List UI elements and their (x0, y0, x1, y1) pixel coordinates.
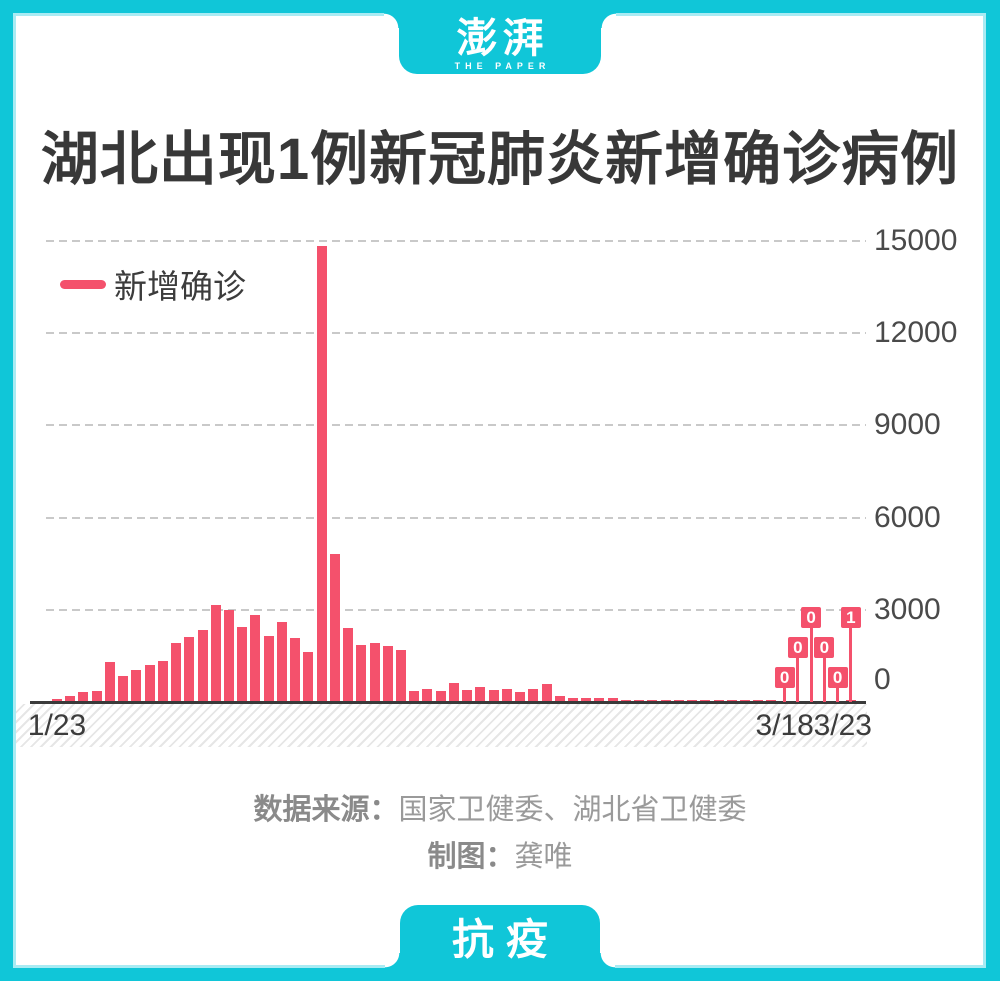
bar-2/4 (210, 605, 221, 702)
bar-2/11 (303, 651, 314, 702)
legend-line-swatch (60, 279, 106, 289)
bar-2/19 (409, 691, 420, 702)
bar-2/20 (422, 689, 433, 702)
bar-1/28 (118, 676, 129, 702)
bar-2/23 (462, 689, 473, 702)
bar-2/25 (488, 689, 499, 702)
annotation-value-3-22: 0 (827, 667, 848, 688)
x-tick-label-3-23: 3/23 (813, 709, 872, 742)
annotation-value-3-21: 0 (814, 637, 835, 658)
bar-2/28 (528, 688, 539, 702)
campaign-tab-right-flare (600, 953, 615, 968)
y-tick-label-0: 0 (874, 663, 891, 696)
bar-3/4 (594, 697, 605, 702)
bar-2/10 (290, 637, 301, 702)
campaign-tab-left-flare (385, 953, 400, 968)
y-tick-label-12000: 12000 (874, 316, 958, 350)
logo-tab: 澎湃 THE PAPER (399, 13, 601, 74)
legend: 新增确诊 (60, 260, 246, 308)
logo-tab-right-flare (601, 13, 616, 28)
data-source-value: 国家卫健委、湖北省卫健委 (398, 794, 747, 826)
bar-1/31 (157, 660, 168, 702)
bar-2/8 (263, 636, 274, 702)
the-paper-logo: 澎湃 (456, 15, 549, 61)
bar-2/14 (343, 627, 354, 702)
bar-1/27 (104, 662, 115, 702)
page-title: 湖北出现1例新冠肺炎新增确诊病例 (40, 127, 960, 192)
bar-1/30 (144, 664, 155, 702)
x-tick-label-3-18: 3/18 (755, 709, 814, 742)
annotation-value-3-20: 0 (801, 607, 822, 628)
credit-value: 龚唯 (514, 841, 573, 873)
data-source-label: 数据来源： (253, 794, 399, 826)
data-source-line: 数据来源：国家卫健委、湖北省卫健委 (0, 793, 1000, 827)
bar-2/2 (184, 637, 195, 702)
bar-3/6 (620, 699, 631, 702)
bar-2/5 (223, 610, 234, 702)
annotation-stem-3-18 (783, 688, 787, 702)
bar-2/18 (395, 649, 406, 702)
gridline-15000 (46, 240, 866, 242)
bar-1/29 (131, 670, 142, 702)
credits: 数据来源：国家卫健委、湖北省卫健委 制图：龚唯 (0, 793, 1000, 874)
annotation-stem-3-22 (836, 688, 840, 702)
annotation-value-3-23: 1 (840, 607, 861, 628)
frame-right-band (986, 0, 1000, 981)
logo-tab-left-flare (384, 13, 399, 28)
bar-3/2 (567, 698, 578, 702)
bar-2/21 (435, 690, 446, 702)
bar-2/6 (237, 626, 248, 702)
x-tick-label-1-23: 1/23 (27, 709, 87, 742)
bar-2/15 (356, 645, 367, 702)
frame-left-band (0, 0, 13, 981)
the-paper-logo-en: THE PAPER (454, 61, 551, 71)
bar-2/24 (475, 686, 486, 702)
bar-2/26 (501, 689, 512, 702)
frame-bottom-band (0, 968, 1000, 981)
campaign-tab: 抗疫 (400, 905, 600, 968)
gridline-12000 (46, 332, 866, 335)
bar-1/23 (52, 698, 62, 702)
y-tick-label-15000: 15000 (874, 224, 958, 257)
bar-2/27 (515, 692, 526, 702)
gridline-3000 (46, 608, 866, 611)
bar-3/3 (581, 698, 592, 702)
gridline-6000 (46, 516, 866, 519)
annotation-value-3-19: 0 (787, 637, 808, 658)
bar-2/16 (369, 642, 380, 702)
bar-2/13 (329, 553, 340, 702)
frame-top-band (0, 0, 1000, 13)
bar-2/9 (276, 621, 287, 702)
annotation-stem-3-21 (822, 658, 826, 702)
credit-label: 制图： (427, 841, 515, 873)
annotation-stem-3-20 (809, 628, 813, 702)
bar-2/29 (541, 684, 552, 702)
y-tick-label-6000: 6000 (874, 500, 941, 534)
bar-1/24 (65, 696, 76, 702)
legend-label: 新增确诊 (114, 268, 246, 305)
bar-2/7 (250, 614, 261, 702)
bar-2/3 (197, 629, 208, 702)
annotation-stem-3-19 (796, 658, 800, 702)
y-tick-label-3000: 3000 (874, 592, 941, 626)
bar-1/26 (91, 690, 102, 702)
x-axis-line (30, 701, 866, 704)
annotation-value-3-18: 0 (774, 667, 795, 688)
bar-2/22 (448, 682, 459, 702)
gridline-9000 (46, 424, 866, 427)
bar-1/25 (78, 692, 89, 702)
annotation-stem-3-23 (849, 628, 853, 702)
bar-2/17 (382, 646, 393, 702)
bar-3/1 (554, 695, 565, 702)
campaign-tag: 抗疫 (451, 916, 560, 963)
bar-2/1 (171, 642, 182, 702)
bar-2/12 (316, 245, 327, 702)
y-tick-label-9000: 9000 (874, 408, 941, 442)
bar-3/5 (607, 698, 618, 702)
credit-line: 制图：龚唯 (0, 840, 1000, 874)
x-axis-hatch-band (16, 704, 867, 747)
